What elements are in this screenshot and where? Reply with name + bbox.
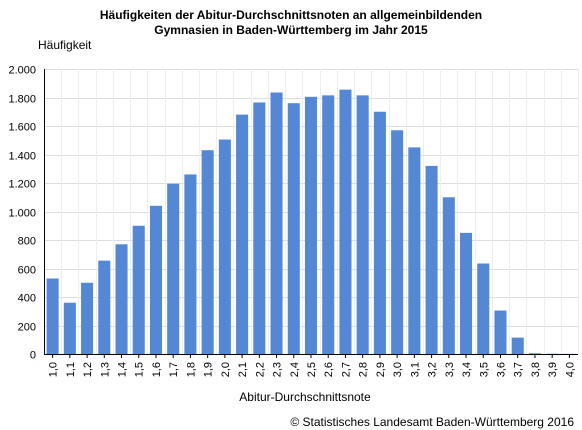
- bar: [63, 302, 76, 354]
- x-tick-label: 1,7: [168, 362, 180, 377]
- x-tick-label: 3,9: [547, 362, 559, 377]
- x-tick-label: 2,2: [254, 362, 266, 377]
- x-tick-label: 2,5: [306, 362, 318, 377]
- bar: [184, 174, 197, 354]
- bar: [511, 337, 524, 354]
- x-tick-label: 1,6: [151, 362, 163, 377]
- bar: [46, 278, 59, 354]
- x-tick-label: 1,8: [185, 362, 197, 377]
- bar: [322, 95, 335, 355]
- bar: [98, 260, 111, 354]
- y-tick-label: 2.000: [8, 65, 36, 77]
- bar: [408, 147, 421, 355]
- y-tick-label: 200: [18, 322, 36, 334]
- x-tick-labels: 1,0 1,1 1,2 1,3 1,4 1,5 1,6 1,7 1,8 1,9 2,0 2,1 2,2 2…: [48, 362, 577, 377]
- x-tick-label: 3,7: [513, 362, 525, 377]
- bar: [304, 96, 318, 354]
- x-tick-label: 2,4: [289, 362, 301, 377]
- x-axis-label: Abitur-Durchschnittsnote: [239, 390, 371, 404]
- bar: [167, 183, 180, 354]
- chart-title-line-1: Häufigkeiten der Abitur-Durchschnittsnot…: [99, 8, 483, 22]
- bar: [373, 111, 386, 354]
- bar: [442, 197, 455, 354]
- bar: [236, 114, 249, 354]
- x-tick-label: 1,9: [203, 362, 215, 377]
- x-tick-label: 3,4: [461, 362, 473, 377]
- y-tick-labels: 0 200 400 600 800 1.000 1.200 1.400 1.600 1.800 2.…: [8, 65, 36, 362]
- bar: [149, 205, 162, 354]
- y-tick-label: 1.800: [8, 94, 36, 106]
- chart-title-line-2: Gymnasien in Baden-Württemberg im Jahr 2…: [154, 23, 428, 37]
- bar: [81, 282, 94, 354]
- x-tick-label: 4,0: [564, 362, 576, 377]
- bar: [460, 232, 473, 355]
- x-tick-label: 1,5: [134, 362, 146, 377]
- y-axis-label: Häufigkeit: [38, 38, 92, 52]
- y-tick-label: 600: [18, 265, 36, 277]
- copyright-notice: © Statistisches Landesamt Baden-Württemb…: [290, 415, 574, 429]
- x-tick-label: 2,6: [323, 362, 335, 377]
- x-tick-label: 1,1: [65, 362, 77, 377]
- x-tick-label: 2,3: [272, 362, 284, 377]
- bar: [218, 139, 231, 354]
- x-tick-label: 1,4: [117, 362, 129, 377]
- y-tick-label: 400: [18, 293, 36, 305]
- y-tick-label: 800: [18, 236, 36, 248]
- bars: [46, 89, 576, 355]
- bar: [477, 263, 490, 354]
- x-tick-label: 3,6: [495, 362, 507, 377]
- x-tick-label: 2,7: [340, 362, 352, 377]
- bar: [494, 310, 507, 354]
- x-tick-label: 2,8: [358, 362, 370, 377]
- x-tick-label: 2,9: [375, 362, 387, 377]
- bar: [132, 225, 145, 354]
- x-tick-label: 1,2: [82, 362, 94, 377]
- bar: [339, 89, 352, 354]
- y-tick-label: 1.000: [8, 208, 36, 220]
- x-tick-label: 1,3: [99, 362, 111, 377]
- x-tick-label: 2,0: [220, 362, 232, 377]
- x-tick-label: 3,0: [392, 362, 404, 377]
- y-tick-label: 1.400: [8, 151, 36, 163]
- bar: [391, 130, 404, 354]
- x-tick-label: 1,0: [48, 362, 60, 377]
- bar: [528, 353, 541, 354]
- axes: [44, 69, 578, 358]
- x-tick-label: 3,3: [444, 362, 456, 377]
- x-tick-label: 3,2: [427, 362, 439, 377]
- bar: [201, 150, 214, 354]
- bar: [270, 92, 283, 354]
- bar: [115, 244, 128, 354]
- y-tick-label: 1.200: [8, 179, 36, 191]
- x-tick-label: 2,1: [237, 362, 249, 377]
- chart-title: Häufigkeiten der Abitur-Durchschnittsnot…: [0, 8, 582, 38]
- bar: [356, 95, 369, 355]
- x-tick-label: 3,8: [530, 362, 542, 377]
- x-tick-label: 3,1: [409, 362, 421, 377]
- y-tick-label: 0: [30, 350, 36, 362]
- y-tick-label: 1.600: [8, 122, 36, 134]
- x-tick-label: 3,5: [478, 362, 490, 377]
- bar: [425, 165, 438, 354]
- bar: [253, 102, 266, 355]
- bar: [287, 103, 300, 354]
